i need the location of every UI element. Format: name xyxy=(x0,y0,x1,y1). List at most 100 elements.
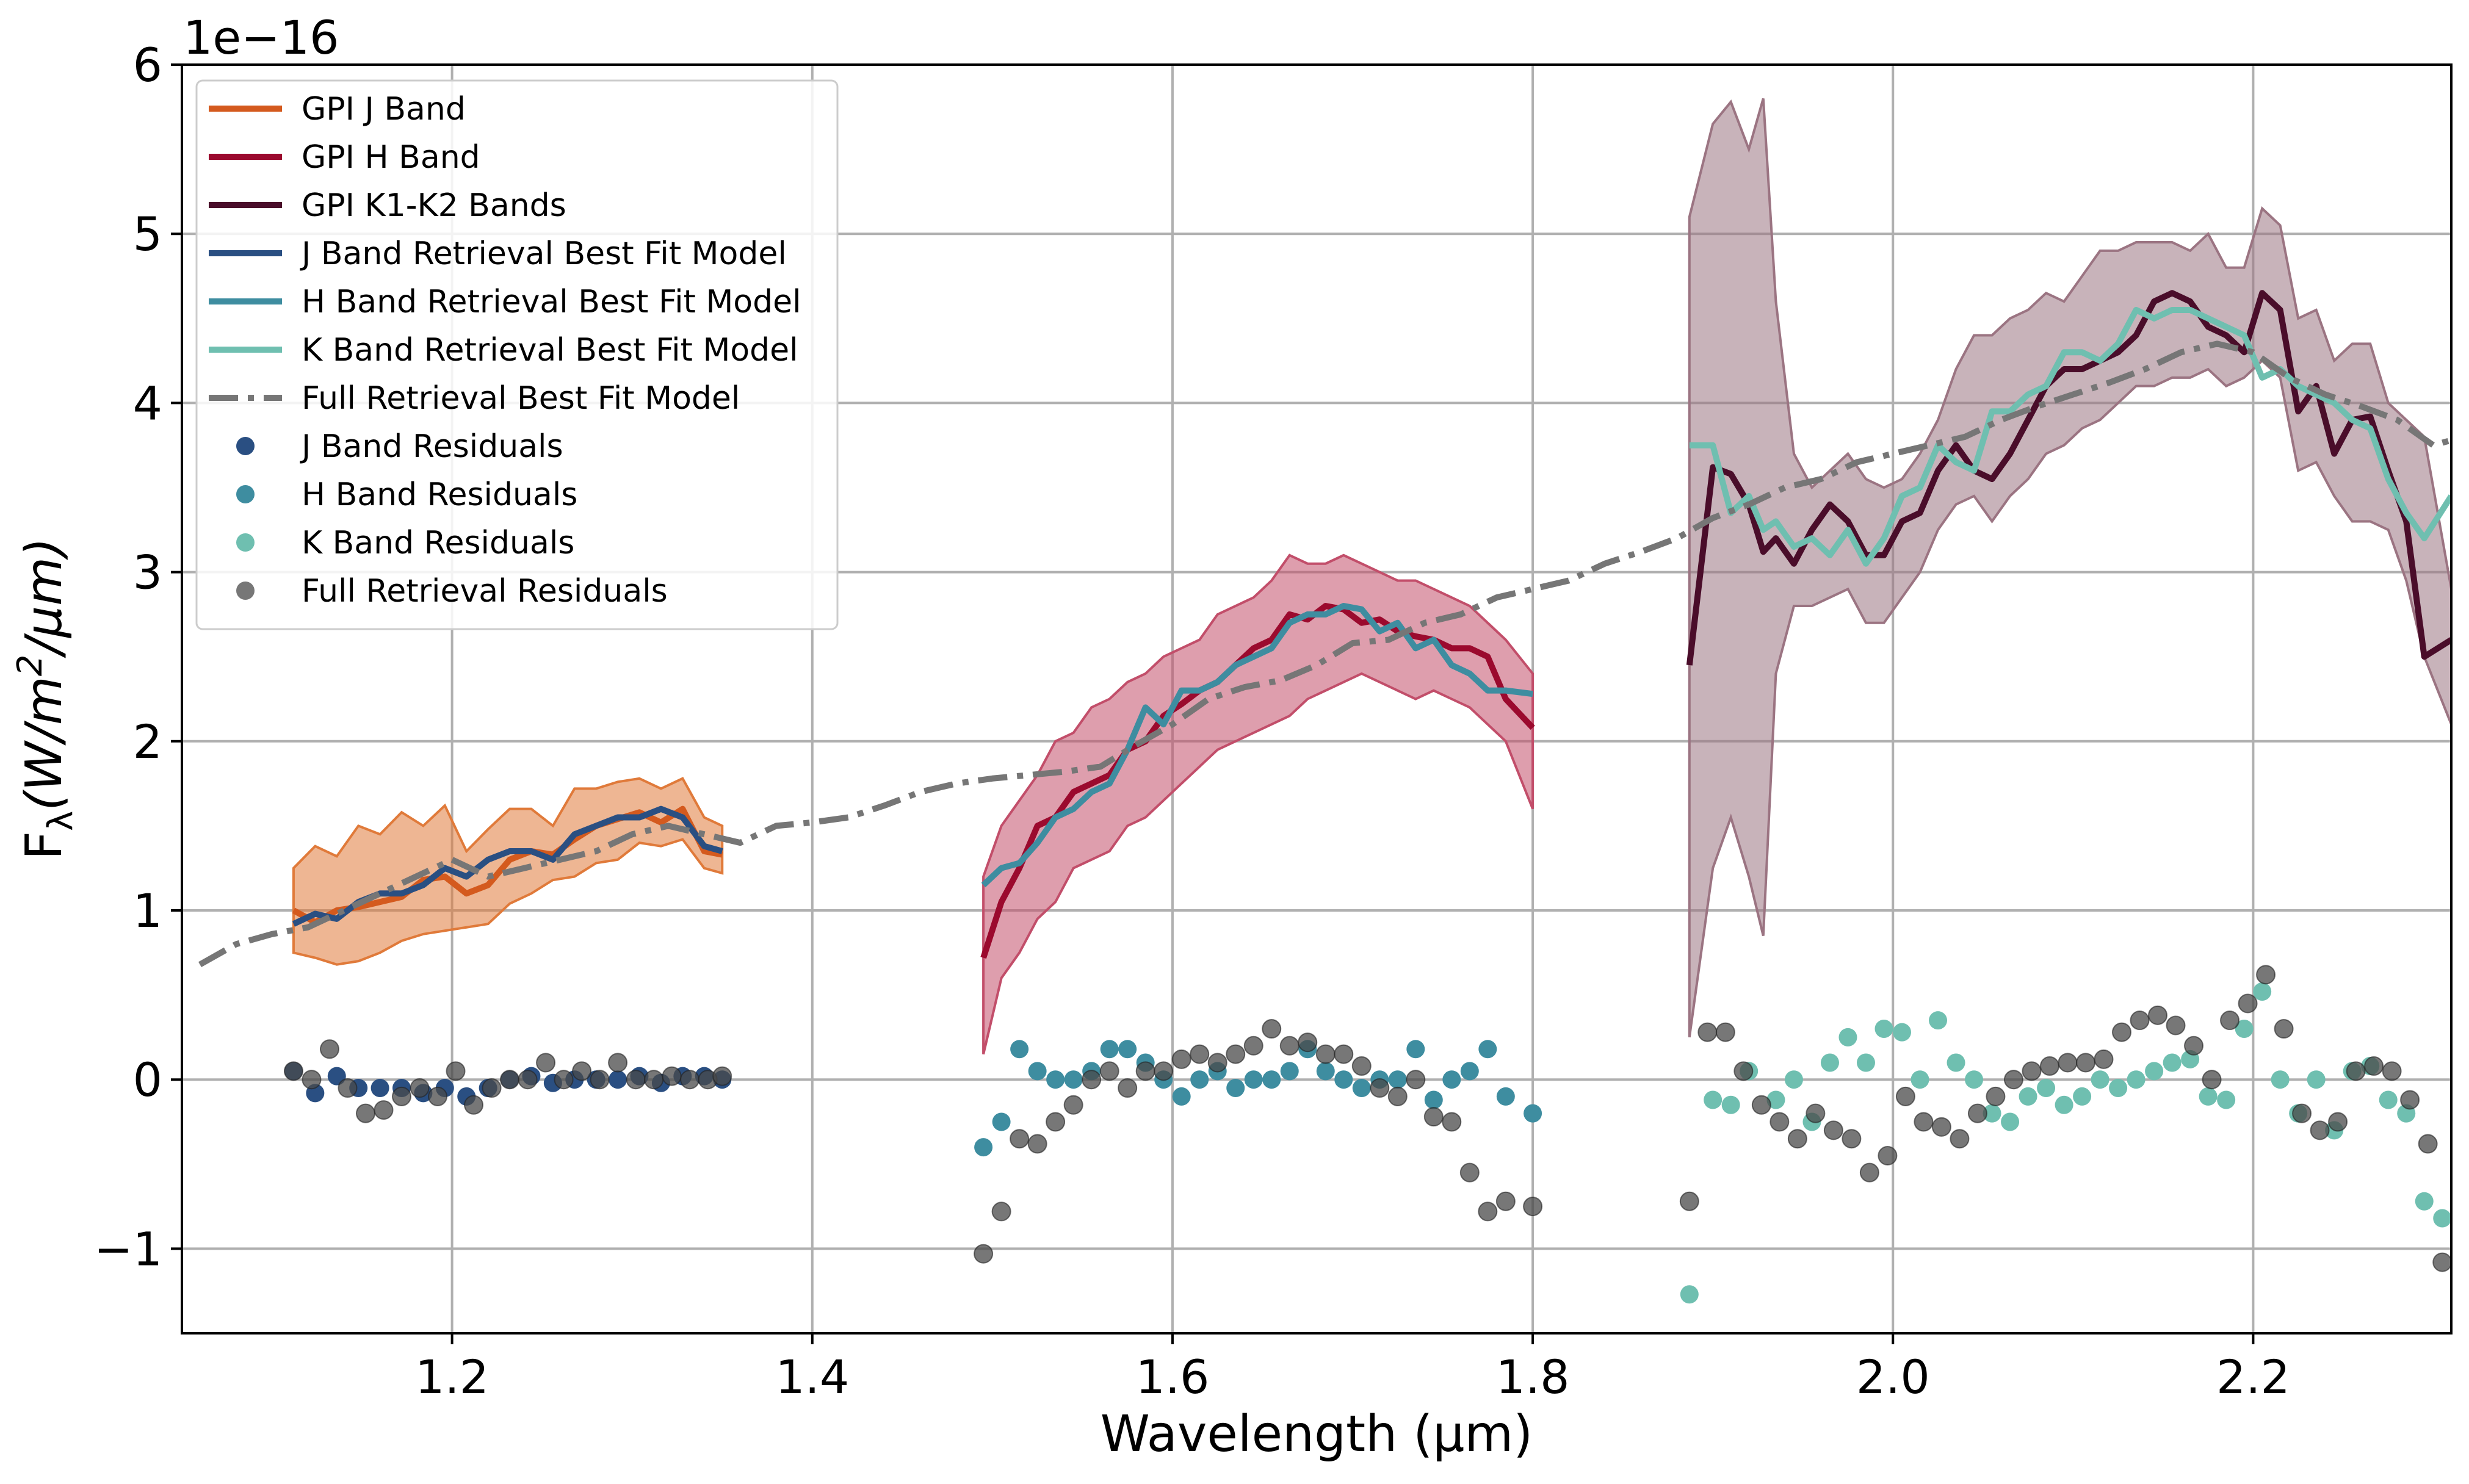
x-tick-label: 2.2 xyxy=(2216,1350,2290,1404)
residual-point xyxy=(609,1070,627,1089)
residual-point xyxy=(608,1053,628,1073)
residual-point xyxy=(1524,1104,1542,1123)
residual-point xyxy=(1459,1162,1480,1183)
residual-point xyxy=(1118,1078,1138,1098)
residual-point xyxy=(1406,1040,1425,1059)
residual-point xyxy=(1874,1020,1893,1039)
legend-label: GPI H Band xyxy=(302,139,480,176)
residual-point xyxy=(1388,1070,1407,1089)
residual-point xyxy=(1334,1044,1354,1064)
residual-point xyxy=(446,1061,466,1081)
residual-point xyxy=(2130,1010,2150,1031)
legend: GPI J Band GPI H Band GPI K1-K2 Bands J Ban… xyxy=(195,79,839,630)
y-tick-label: 6 xyxy=(133,38,162,92)
residual-point xyxy=(1279,1036,1300,1056)
residual-point xyxy=(2292,1103,2312,1123)
residual-point xyxy=(2364,1056,2384,1076)
residual-point xyxy=(374,1100,394,1120)
residual-point xyxy=(1207,1053,1227,1073)
residual-point xyxy=(464,1095,484,1115)
residual-point xyxy=(2217,1090,2236,1109)
legend-label: H Band Residuals xyxy=(302,477,577,513)
residual-point xyxy=(2253,982,2272,1001)
residual-point xyxy=(1190,1070,1209,1089)
residual-point xyxy=(1838,1028,1857,1046)
residual-point xyxy=(1370,1078,1390,1098)
residual-point xyxy=(1495,1191,1516,1211)
residual-point xyxy=(2415,1192,2434,1211)
residual-point xyxy=(1856,1053,1875,1072)
residual-point xyxy=(1967,1103,1987,1123)
uncertainty-band xyxy=(982,553,1535,1055)
residual-point xyxy=(283,1061,303,1081)
legend-marker xyxy=(236,533,255,552)
residual-point xyxy=(1190,1044,1210,1064)
residual-point xyxy=(2112,1022,2132,1042)
residual-point xyxy=(500,1070,520,1090)
residual-point xyxy=(1820,1053,1839,1072)
residual-point xyxy=(1244,1070,1263,1089)
residual-point xyxy=(1262,1070,1281,1089)
residual-point xyxy=(572,1061,592,1081)
residual-point xyxy=(1910,1070,1929,1089)
residual-point xyxy=(2184,1036,2204,1056)
residual-point xyxy=(2382,1061,2402,1081)
residual-point xyxy=(1046,1070,1065,1089)
residual-point xyxy=(1046,1112,1066,1132)
x-axis-label: Wavelength (μm) xyxy=(1101,1405,1533,1463)
residual-point xyxy=(1226,1044,1246,1064)
residual-point xyxy=(2220,1010,2240,1031)
residual-points xyxy=(283,965,2451,1304)
residual-point xyxy=(1064,1070,1083,1089)
residual-point xyxy=(410,1078,430,1098)
legend-label: H Band Retrieval Best Fit Model xyxy=(302,284,801,320)
y-tick-label: 3 xyxy=(133,546,162,600)
residual-point xyxy=(1914,1112,1934,1132)
residual-point xyxy=(1351,1056,1372,1076)
residual-point xyxy=(1680,1285,1699,1304)
legend-label: K Band Residuals xyxy=(302,525,574,561)
residual-point xyxy=(1442,1112,1462,1132)
residual-point xyxy=(428,1086,448,1106)
residual-point xyxy=(2148,1005,2168,1025)
residual-point xyxy=(2199,1087,2218,1106)
residual-point xyxy=(355,1103,375,1123)
residual-point xyxy=(1082,1070,1102,1090)
residual-point xyxy=(1947,1053,1965,1072)
residual-point xyxy=(1171,1049,1191,1069)
residual-point xyxy=(1352,1079,1371,1098)
residual-point xyxy=(2166,1015,2186,1036)
residual-point xyxy=(1010,1040,1029,1059)
residual-point xyxy=(2001,1112,2020,1131)
residual-point xyxy=(1315,1044,1336,1064)
residual-point xyxy=(1118,1040,1137,1059)
legend-label: J Band Retrieval Best Fit Model xyxy=(300,236,787,272)
residual-point xyxy=(626,1070,646,1090)
residual-point xyxy=(2328,1112,2348,1132)
y-tick-label: −1 xyxy=(94,1222,162,1276)
residual-point xyxy=(1496,1087,1515,1106)
residual-point xyxy=(2003,1070,2023,1090)
residual-point xyxy=(2271,1070,2290,1089)
residual-point xyxy=(1895,1086,1915,1106)
series-line xyxy=(198,340,2451,968)
x-tick-label: 1.8 xyxy=(1496,1350,1570,1404)
residual-point xyxy=(2058,1053,2078,1073)
residual-point xyxy=(2039,1056,2059,1076)
residual-point xyxy=(1460,1062,1479,1081)
residual-point xyxy=(2274,1019,2294,1039)
x-tick-label: 2.0 xyxy=(1856,1350,1930,1404)
residual-point xyxy=(2037,1079,2056,1098)
residual-point xyxy=(1679,1191,1699,1211)
residual-point xyxy=(1478,1040,1497,1059)
residual-point xyxy=(2094,1049,2114,1069)
legend-marker xyxy=(236,485,255,503)
residual-point xyxy=(590,1070,610,1090)
residual-point xyxy=(1298,1032,1318,1053)
residual-point xyxy=(1154,1061,1174,1081)
residual-point xyxy=(1893,1023,1912,1042)
residual-point xyxy=(1806,1103,1826,1123)
residual-point xyxy=(518,1070,538,1090)
legend-label: Full Retrieval Residuals xyxy=(302,573,668,610)
